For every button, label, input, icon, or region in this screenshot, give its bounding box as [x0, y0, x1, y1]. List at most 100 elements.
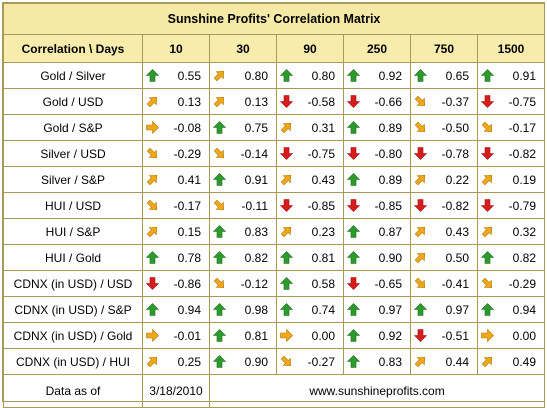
correlation-cell: -0.37 — [410, 88, 478, 115]
up-arrow-icon — [146, 251, 159, 264]
correlation-value: 0.25 — [177, 355, 201, 369]
data-as-of-label: Data as of — [3, 374, 143, 408]
correlation-cell: 0.92 — [343, 322, 411, 349]
table-row: Gold / S&P -0.08 0.75 0.31 0.89 -0.50 -0.17 — [3, 114, 546, 141]
up-right-arrow-icon — [146, 96, 158, 108]
row-label: CDNX (in USD) / USD — [3, 270, 143, 297]
correlation-cell: 0.82 — [209, 244, 277, 271]
correlation-value: -0.75 — [307, 147, 335, 161]
up-arrow-icon — [213, 225, 226, 238]
up-right-arrow-icon — [481, 356, 493, 368]
correlation-value: 0.81 — [311, 251, 335, 265]
correlation-value: -0.51 — [441, 329, 469, 343]
down-right-arrow-icon — [280, 355, 292, 367]
correlation-cell: -0.50 — [410, 114, 478, 141]
correlation-value: 0.49 — [512, 355, 537, 369]
row-label: HUI / Gold — [3, 244, 143, 271]
correlation-value: -0.85 — [307, 199, 335, 213]
correlation-value: 0.65 — [445, 69, 469, 83]
correlation-cell: -0.51 — [410, 322, 478, 349]
correlation-cell: 0.50 — [410, 244, 478, 271]
correlation-value: -0.29 — [508, 277, 537, 291]
correlation-value: 0.90 — [378, 251, 402, 265]
correlation-cell: 0.97 — [410, 296, 478, 323]
correlation-value: -0.50 — [441, 121, 469, 135]
correlation-value: -0.82 — [508, 147, 537, 161]
period-header: 90 — [276, 34, 344, 63]
down-right-arrow-icon — [213, 147, 225, 159]
correlation-cell: 0.74 — [276, 296, 344, 323]
correlation-cell: 0.25 — [142, 348, 210, 375]
table-row: CDNX (in USD) / S&P 0.94 0.98 0.74 0.97 0.97 0… — [3, 296, 546, 323]
correlation-value: 0.97 — [445, 303, 469, 317]
table-row: HUI / USD -0.17 -0.11 -0.85 -0.85 -0.82 -0.79 — [3, 192, 546, 219]
up-arrow-icon — [146, 69, 159, 82]
up-right-arrow-icon — [414, 252, 426, 264]
website-link[interactable]: www.sunshineprofits.com — [208, 374, 546, 408]
correlation-cell: 0.80 — [209, 62, 277, 89]
correlation-cell: 0.80 — [276, 62, 344, 89]
correlation-value: -0.11 — [241, 199, 268, 213]
correlation-value: 0.81 — [244, 329, 268, 343]
correlation-value: -0.41 — [441, 277, 469, 291]
correlation-cell: 0.00 — [276, 322, 344, 349]
up-arrow-icon — [347, 225, 360, 238]
down-arrow-icon — [280, 147, 293, 160]
correlation-value: -0.79 — [508, 199, 537, 213]
correlation-value: 0.90 — [244, 355, 268, 369]
right-arrow-icon — [146, 121, 159, 134]
correlation-value: 0.87 — [378, 225, 402, 239]
correlation-cell: -0.75 — [276, 140, 344, 167]
correlation-value: 0.31 — [311, 121, 335, 135]
correlation-cell: -0.82 — [476, 140, 546, 167]
correlation-value: -0.85 — [374, 199, 402, 213]
correlation-cell: 0.89 — [343, 114, 411, 141]
row-label: CDNX (in USD) / Gold — [3, 322, 143, 349]
row-label: Gold / USD — [3, 88, 143, 115]
period-header: 250 — [343, 34, 411, 63]
header-label: Correlation \ Days — [3, 34, 143, 63]
correlation-cell: 0.91 — [476, 62, 546, 89]
correlation-cell: -0.85 — [343, 192, 411, 219]
correlation-cell: -0.11 — [209, 192, 277, 219]
correlation-cell: 0.89 — [343, 166, 411, 193]
correlation-value: 0.83 — [378, 355, 402, 369]
down-right-arrow-icon — [481, 121, 493, 133]
correlation-cell: 0.94 — [142, 296, 210, 323]
correlation-value: 0.80 — [311, 69, 335, 83]
correlation-cell: 0.44 — [410, 348, 478, 375]
right-arrow-icon — [481, 329, 494, 342]
correlation-value: 0.92 — [378, 69, 402, 83]
correlation-cell: -0.14 — [209, 140, 277, 167]
correlation-value: -0.29 — [173, 147, 201, 161]
down-arrow-icon — [414, 199, 427, 212]
correlation-cell: -0.82 — [410, 192, 478, 219]
up-arrow-icon — [347, 303, 360, 316]
down-arrow-icon — [481, 147, 494, 160]
down-right-arrow-icon — [481, 277, 493, 289]
correlation-value: 0.44 — [445, 355, 469, 369]
correlation-cell: 0.23 — [276, 218, 344, 245]
correlation-cell: -0.08 — [142, 114, 210, 141]
up-arrow-icon — [213, 121, 226, 134]
correlation-value: 0.92 — [378, 329, 402, 343]
row-label: Silver / USD — [3, 140, 143, 167]
correlation-value: 0.19 — [512, 173, 537, 187]
up-right-arrow-icon — [280, 174, 292, 186]
correlation-cell: 0.90 — [209, 348, 277, 375]
data-date: 3/18/2010 — [142, 374, 210, 408]
up-arrow-icon — [280, 303, 293, 316]
correlation-value: 0.22 — [445, 173, 469, 187]
correlation-value: 0.89 — [378, 173, 402, 187]
correlation-value: -0.14 — [240, 147, 268, 161]
up-arrow-icon — [347, 251, 360, 264]
up-arrow-icon — [213, 355, 226, 368]
correlation-value: -0.65 — [374, 277, 402, 291]
table-row: Gold / Silver 0.55 0.80 0.80 0.92 0.65 0.91 — [3, 62, 546, 89]
correlation-cell: 0.92 — [343, 62, 411, 89]
correlation-value: 0.15 — [177, 225, 201, 239]
up-arrow-icon — [280, 277, 293, 290]
up-arrow-icon — [213, 329, 226, 342]
correlation-cell: -0.75 — [476, 88, 546, 115]
correlation-value: 0.82 — [512, 251, 537, 265]
